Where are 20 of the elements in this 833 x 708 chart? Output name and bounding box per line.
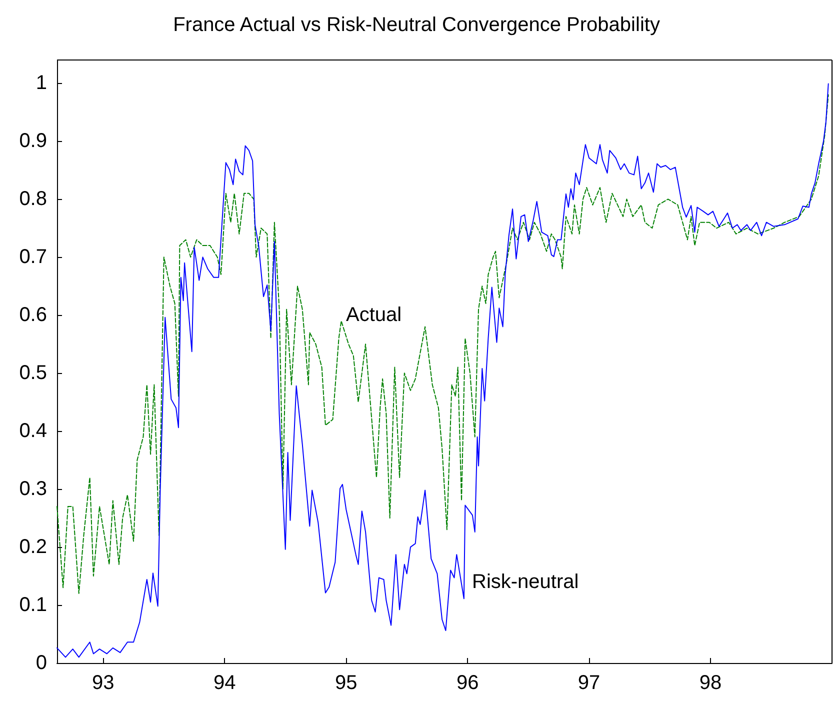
chart-title: France Actual vs Risk-Neutral Convergence Probability — [173, 14, 660, 36]
y-tick-label: 0.4 — [19, 420, 47, 442]
annotation: Risk-neutral — [472, 571, 579, 593]
y-tick-label: 1 — [36, 72, 47, 94]
y-tick-label: 0.6 — [19, 304, 47, 326]
x-tick-label: 95 — [334, 672, 358, 694]
y-tick-label: 0.5 — [19, 362, 47, 384]
x-tick-label: 93 — [92, 672, 114, 694]
annotation: Actual — [346, 304, 402, 326]
y-tick-label: 0.2 — [19, 536, 47, 558]
x-tick-label: 94 — [214, 672, 236, 694]
x-tick-label: 96 — [456, 672, 479, 694]
x-tick-label: 98 — [699, 672, 722, 694]
x-tick-label: 97 — [578, 672, 600, 694]
y-tick-label: 0.7 — [19, 246, 47, 268]
y-tick-label: 0.9 — [19, 130, 47, 152]
y-tick-label: 0.3 — [19, 478, 47, 500]
y-tick-label: 0.8 — [19, 188, 47, 210]
y-tick-label: 0 — [36, 652, 47, 674]
y-tick-label: 0.1 — [19, 594, 47, 616]
